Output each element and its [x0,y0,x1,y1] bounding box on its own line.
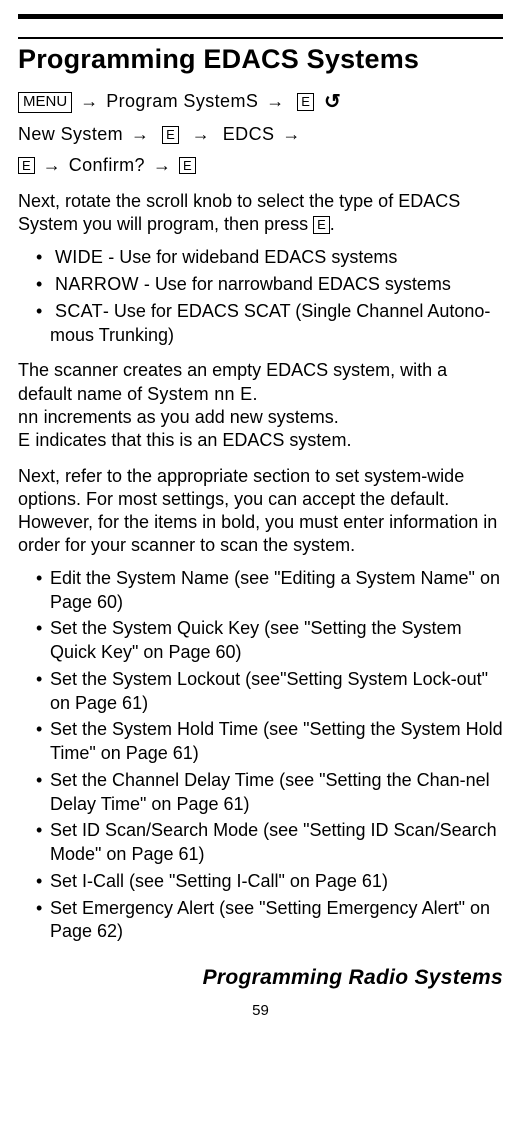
top-rule-thick [18,14,503,19]
seq-program-system: Program SystemS [106,91,258,111]
list-item: NARROW - Use for narrowband EDACS system… [36,273,503,297]
e-key: E [313,216,330,234]
arrow-icon: → [189,119,213,150]
arrow-icon: → [128,119,152,150]
arrow-icon: → [77,86,101,117]
sys-l1-code: System nn E [147,384,252,404]
arrow-icon: → [150,150,174,181]
option-text: Set I-Call (see "Setting I-Call" on Page… [50,871,388,891]
intro-text-b: . [330,214,335,234]
sys-l1-b: . [252,384,257,404]
option-text: Set the System Lockout (see"Setting Syst… [50,669,488,713]
arrow-icon: → [279,119,303,150]
list-item: SCAT- Use for EDACS SCAT (Single Channel… [36,300,503,348]
section-footer: Programming Radio Systems [18,966,503,990]
page-title: Programming EDACS Systems [18,41,503,81]
option-text: Set the Channel Delay Time (see "Setting… [50,770,490,814]
intro-text-a: Next, rotate the scroll knob to select t… [18,191,460,234]
seq-new-system: New System [18,124,123,144]
seq-edcs: EDCS [223,124,275,144]
option-text: Set Emergency Alert (see "Setting Emerge… [50,898,490,942]
sys-l2-rest: increments as you add new systems. [39,407,339,427]
list-item: Set I-Call (see "Setting I-Call" on Page… [36,870,503,894]
arrow-icon: → [263,86,287,117]
option-text: Set ID Scan/Search Mode (see "Setting ID… [50,820,497,864]
type-desc: Use for wideband EDACS systems [119,247,397,267]
menu-key: MENU [18,92,72,113]
e-key: E [179,157,196,175]
list-item: WIDE - Use for wideband EDACS systems [36,246,503,270]
rotate-icon: ↺ [324,85,341,119]
type-code: NARROW [55,274,139,294]
options-intro-paragraph: Next, refer to the appropriate section t… [18,465,503,557]
top-rule-thin [18,37,503,39]
option-text: Set the System Quick Key (see "Setting t… [50,618,462,662]
page-number: 59 [18,1002,503,1019]
arrow-icon: → [40,150,64,181]
type-code: SCAT [55,301,103,321]
e-key: E [297,93,314,111]
list-item: Set the System Lockout (see"Setting Syst… [36,668,503,716]
sys-l2-code: nn [18,407,39,427]
type-sep: - [139,274,155,294]
e-key: E [18,157,35,175]
seq-confirm: Confirm? [69,155,145,175]
type-sep: - [103,301,114,321]
sys-l3-code: E [18,430,30,450]
list-item: Set ID Scan/Search Mode (see "Setting ID… [36,819,503,867]
option-text: Edit the System Name (see "Editing a Sys… [50,568,500,612]
key-sequence: MENU → Program SystemS → E ↺ New System … [18,85,503,180]
list-item: Edit the System Name (see "Editing a Sys… [36,567,503,615]
e-key: E [162,126,179,144]
type-desc: Use for narrowband EDACS systems [155,274,451,294]
type-sep: - [103,247,119,267]
page: Programming EDACS Systems MENU → Program… [0,0,521,1029]
option-text: Set the System Hold Time (see "Setting t… [50,719,503,763]
options-list: Edit the System Name (see "Editing a Sys… [18,567,503,944]
list-item: Set the System Quick Key (see "Setting t… [36,617,503,665]
type-code: WIDE [55,247,103,267]
list-item: Set Emergency Alert (see "Setting Emerge… [36,897,503,945]
intro-paragraph: Next, rotate the scroll knob to select t… [18,190,503,236]
type-list: WIDE - Use for wideband EDACS systems NA… [18,246,503,347]
type-desc: Use for EDACS SCAT (Single Channel Auton… [50,301,490,345]
system-creation-paragraph: The scanner creates an empty EDACS syste… [18,359,503,453]
list-item: Set the Channel Delay Time (see "Setting… [36,769,503,817]
list-item: Set the System Hold Time (see "Setting t… [36,718,503,766]
sys-l3-rest: indicates that this is an EDACS system. [30,430,351,450]
